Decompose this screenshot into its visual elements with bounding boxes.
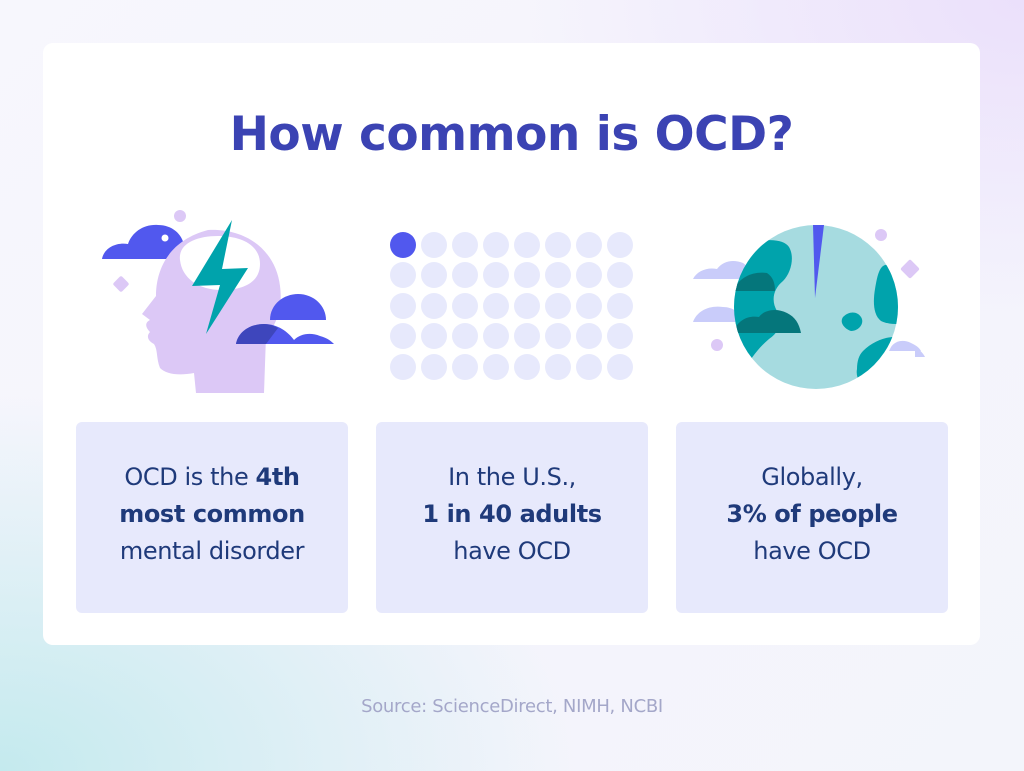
head-lightning-icon <box>98 208 338 398</box>
stat-card-rank: OCD is the 4th most common mental disord… <box>76 422 348 613</box>
globe-icon <box>693 223 933 413</box>
stat-line: have OCD <box>753 537 871 565</box>
source-citation: Source: ScienceDirect, NIMH, NCBI <box>361 696 663 717</box>
stat-text: In the U.S., 1 in 40 adults have OCD <box>422 459 602 570</box>
stat-highlight: 3% of people <box>726 500 898 528</box>
page-title: How common is OCD? <box>229 107 794 162</box>
stat-card-global: Globally, 3% of people have OCD <box>676 422 948 613</box>
stat-text: OCD is the 4th most common mental disord… <box>119 459 305 570</box>
stat-highlight: 1 in 40 adults <box>422 500 602 528</box>
dot-grid-icon <box>390 232 636 382</box>
stat-line: OCD is the <box>124 463 256 491</box>
stat-highlight: 4th <box>255 463 300 491</box>
stat-line: have OCD <box>453 537 571 565</box>
stat-highlight: most common <box>119 500 305 528</box>
stat-line: Globally, <box>761 463 863 491</box>
stat-line: mental disorder <box>119 537 305 565</box>
stat-card-us: In the U.S., 1 in 40 adults have OCD <box>376 422 648 613</box>
stat-line: In the U.S., <box>448 463 576 491</box>
infographic-card: How common is OCD? <box>43 43 980 645</box>
stat-text: Globally, 3% of people have OCD <box>726 459 898 570</box>
